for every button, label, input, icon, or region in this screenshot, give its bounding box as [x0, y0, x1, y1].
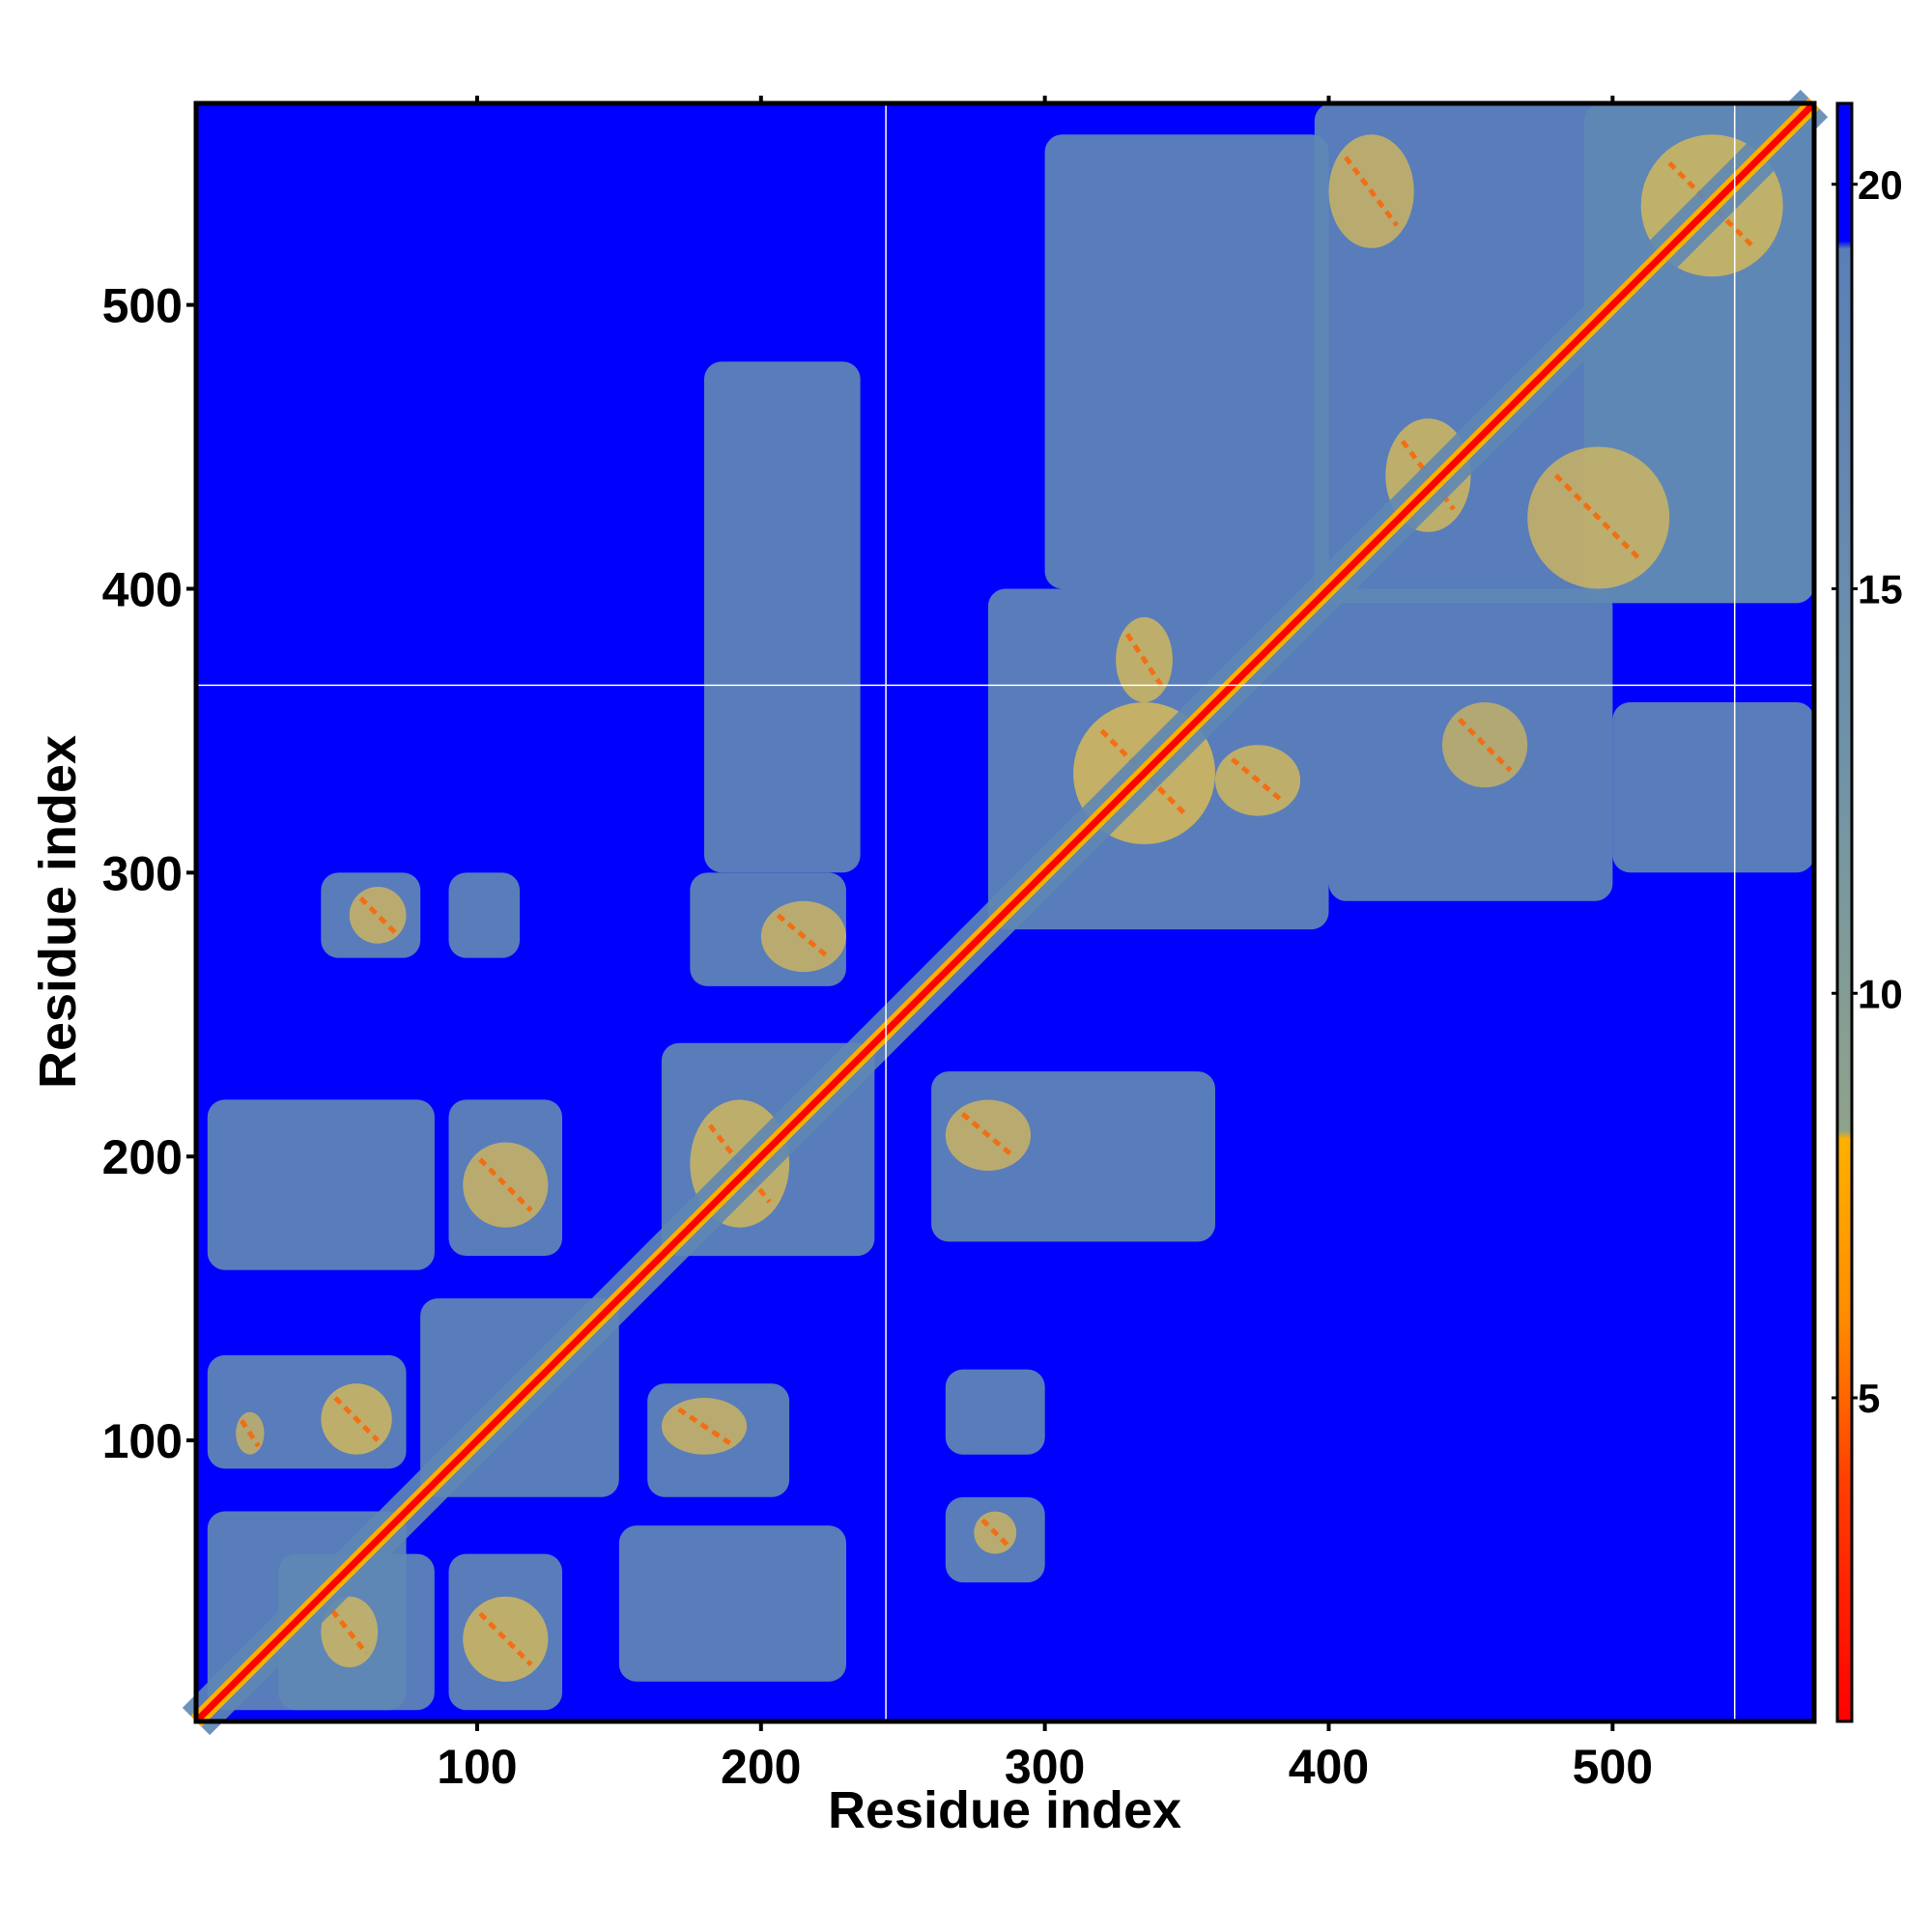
x-tick-label-200: 200	[721, 1740, 801, 1794]
y-tick-label-400: 400	[102, 563, 183, 617]
x-tick-label-500: 500	[1573, 1740, 1653, 1794]
region-cell-19	[945, 1369, 1045, 1455]
contact-core-4	[478, 1611, 533, 1666]
contact-cell-4	[463, 1596, 549, 1682]
colorbar: 5 10 15 20	[1832, 101, 1903, 1723]
contact-core-10	[960, 1112, 1015, 1159]
contact-core-9	[776, 913, 831, 960]
region-cell-9	[618, 1525, 846, 1682]
colorbar-tick-label-15: 15	[1858, 567, 1903, 612]
contact-core-5	[677, 1406, 731, 1446]
colorbar-gradient	[1835, 101, 1854, 1723]
y-tick-label-200: 200	[102, 1130, 183, 1184]
contact-core-13	[1124, 633, 1164, 687]
contact-core-3	[330, 1608, 369, 1656]
plot-frame	[193, 100, 1817, 1724]
heatmap-diagonal	[182, 89, 1829, 1736]
colorbar-ticks: 5 10 15 20	[1832, 162, 1903, 1421]
contact-cell-16	[1442, 702, 1528, 788]
plot-area	[182, 89, 1829, 1736]
x-axis-title: Residue index	[828, 1781, 1181, 1839]
diagonal-core	[193, 100, 1817, 1724]
region-cell-20	[1044, 134, 1329, 589]
contact-core-14	[1230, 756, 1286, 804]
region-cell-16	[704, 361, 861, 873]
contact-core-19	[1344, 156, 1400, 227]
y-tick-label-500: 500	[102, 279, 183, 333]
contact-cell-8	[349, 887, 407, 944]
contact-core-2	[333, 1396, 380, 1442]
region-cell-14	[448, 872, 520, 958]
colorbar-tick-label-5: 5	[1858, 1376, 1880, 1421]
y-tick-label-100: 100	[102, 1414, 183, 1468]
contact-core-11	[980, 1518, 1010, 1548]
region-cell-22	[1612, 702, 1814, 873]
contact-core-1	[239, 1419, 261, 1448]
contact-cell-6	[463, 1142, 549, 1228]
contact-core-18	[1553, 473, 1643, 562]
x-tick-label-300: 300	[1005, 1740, 1085, 1794]
colorbar-tick-label-20: 20	[1858, 162, 1903, 208]
contact-core-16	[1457, 717, 1513, 773]
heatmap-gap-lines	[196, 103, 1814, 1721]
y-axis-title: Residue index	[29, 735, 87, 1089]
region-cell-11	[207, 1099, 435, 1270]
contact-core-7	[707, 1123, 772, 1204]
colorbar-tick-label-10: 10	[1858, 971, 1903, 1016]
x-axis-ticks: 100 200 300 400 500	[437, 96, 1653, 1794]
x-tick-label-100: 100	[437, 1740, 517, 1794]
x-tick-label-400: 400	[1289, 1740, 1369, 1794]
contact-core-6	[478, 1157, 533, 1212]
y-axis-ticks: 100 200 300 400 500	[102, 279, 196, 1468]
y-tick-label-300: 300	[102, 846, 183, 900]
